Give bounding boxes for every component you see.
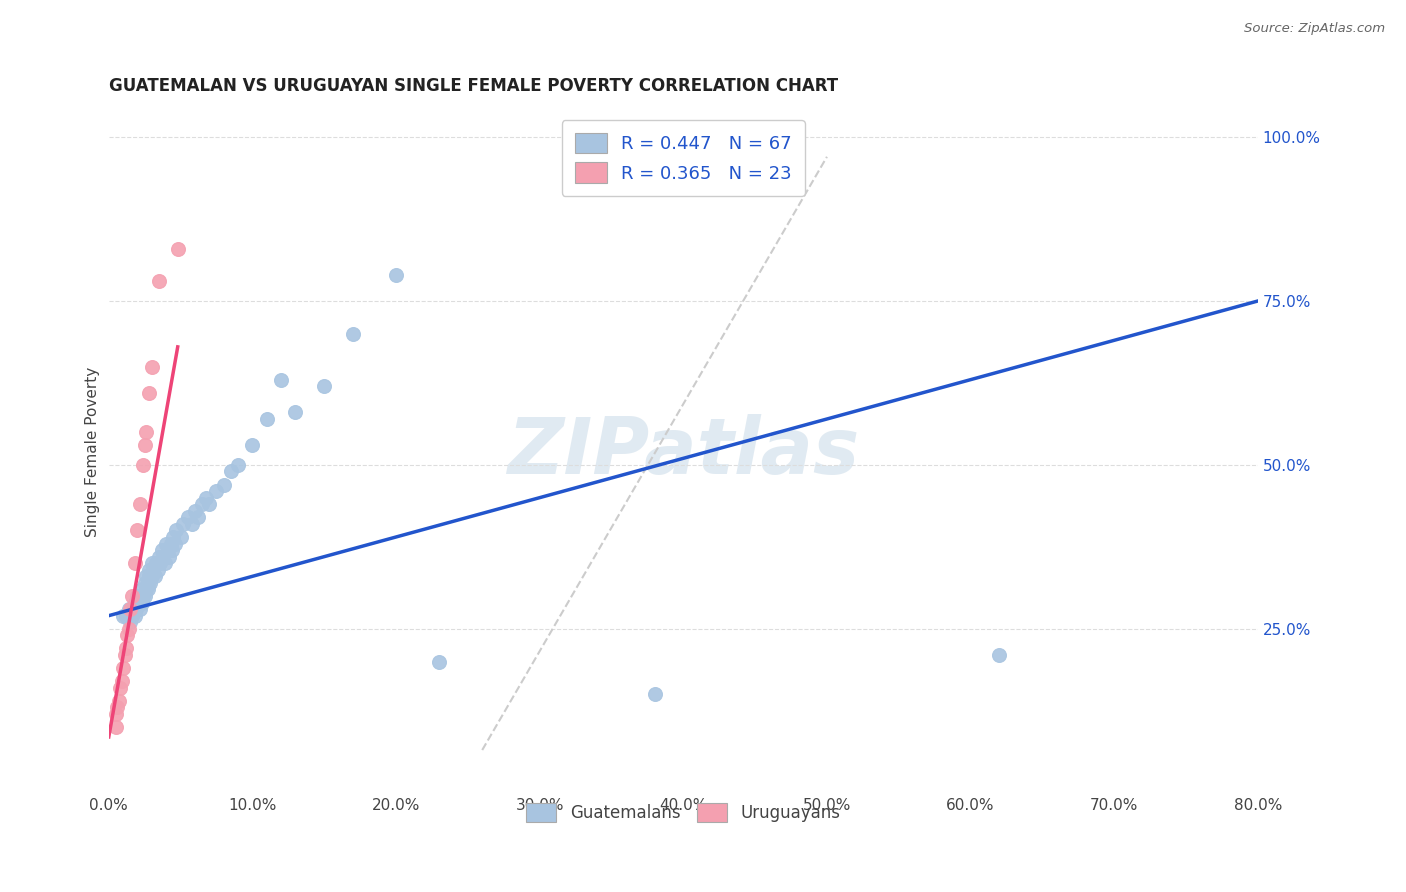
Point <box>212 477 235 491</box>
Point <box>427 655 450 669</box>
Point <box>181 516 204 531</box>
Point <box>156 543 179 558</box>
Legend: Guatemalans, Uruguayans: Guatemalans, Uruguayans <box>516 793 851 832</box>
Point <box>163 536 186 550</box>
Point <box>118 602 141 616</box>
Point <box>128 595 150 609</box>
Point <box>105 700 128 714</box>
Point <box>134 438 156 452</box>
Point <box>184 504 207 518</box>
Point <box>134 589 156 603</box>
Point <box>142 563 165 577</box>
Point <box>143 569 166 583</box>
Point <box>644 687 666 701</box>
Point <box>135 425 157 439</box>
Point <box>270 373 292 387</box>
Point <box>127 589 149 603</box>
Point <box>129 589 152 603</box>
Point <box>132 458 155 472</box>
Y-axis label: Single Female Poverty: Single Female Poverty <box>86 367 100 537</box>
Point <box>198 497 221 511</box>
Point <box>114 648 136 662</box>
Point <box>159 536 181 550</box>
Point <box>131 582 153 597</box>
Point <box>219 465 242 479</box>
Point <box>155 536 177 550</box>
Point <box>157 549 180 564</box>
Point <box>115 641 138 656</box>
Point <box>136 582 159 597</box>
Point <box>138 563 160 577</box>
Point <box>121 589 143 603</box>
Point <box>187 510 209 524</box>
Point <box>124 608 146 623</box>
Point <box>153 556 176 570</box>
Point <box>150 543 173 558</box>
Text: Source: ZipAtlas.com: Source: ZipAtlas.com <box>1244 22 1385 36</box>
Point <box>148 549 170 564</box>
Point <box>191 497 214 511</box>
Point <box>141 569 163 583</box>
Point <box>385 268 408 282</box>
Point <box>134 575 156 590</box>
Point <box>138 385 160 400</box>
Point <box>118 622 141 636</box>
Point <box>152 549 174 564</box>
Point <box>120 615 142 630</box>
Point <box>314 379 336 393</box>
Point <box>124 556 146 570</box>
Point <box>205 484 228 499</box>
Point <box>104 706 127 721</box>
Text: GUATEMALAN VS URUGUAYAN SINGLE FEMALE POVERTY CORRELATION CHART: GUATEMALAN VS URUGUAYAN SINGLE FEMALE PO… <box>108 78 838 95</box>
Point <box>226 458 249 472</box>
Point <box>132 589 155 603</box>
Point <box>166 242 188 256</box>
Point <box>104 720 127 734</box>
Point <box>129 602 152 616</box>
Point <box>162 530 184 544</box>
Point <box>138 569 160 583</box>
Point <box>135 582 157 597</box>
Point <box>146 563 169 577</box>
Point <box>177 510 200 524</box>
Point <box>112 661 135 675</box>
Point <box>160 543 183 558</box>
Point <box>148 274 170 288</box>
Point <box>122 602 145 616</box>
Point <box>112 608 135 623</box>
Point <box>149 556 172 570</box>
Point <box>256 412 278 426</box>
Point <box>165 524 187 538</box>
Point <box>139 575 162 590</box>
Point <box>120 602 142 616</box>
Text: ZIPatlas: ZIPatlas <box>508 414 859 490</box>
Point <box>141 556 163 570</box>
Point <box>195 491 218 505</box>
Point <box>124 595 146 609</box>
Point <box>131 595 153 609</box>
Point <box>125 602 148 616</box>
Point <box>284 405 307 419</box>
Point <box>117 628 139 642</box>
Point <box>115 608 138 623</box>
Point <box>111 674 134 689</box>
Point <box>141 359 163 374</box>
Point <box>129 497 152 511</box>
Point <box>172 516 194 531</box>
Point <box>169 530 191 544</box>
Point <box>110 681 132 695</box>
Point <box>136 575 159 590</box>
Point <box>135 569 157 583</box>
Point <box>242 438 264 452</box>
Point <box>988 648 1011 662</box>
Point <box>127 524 149 538</box>
Point <box>121 608 143 623</box>
Point <box>145 556 167 570</box>
Point <box>342 326 364 341</box>
Point <box>108 694 131 708</box>
